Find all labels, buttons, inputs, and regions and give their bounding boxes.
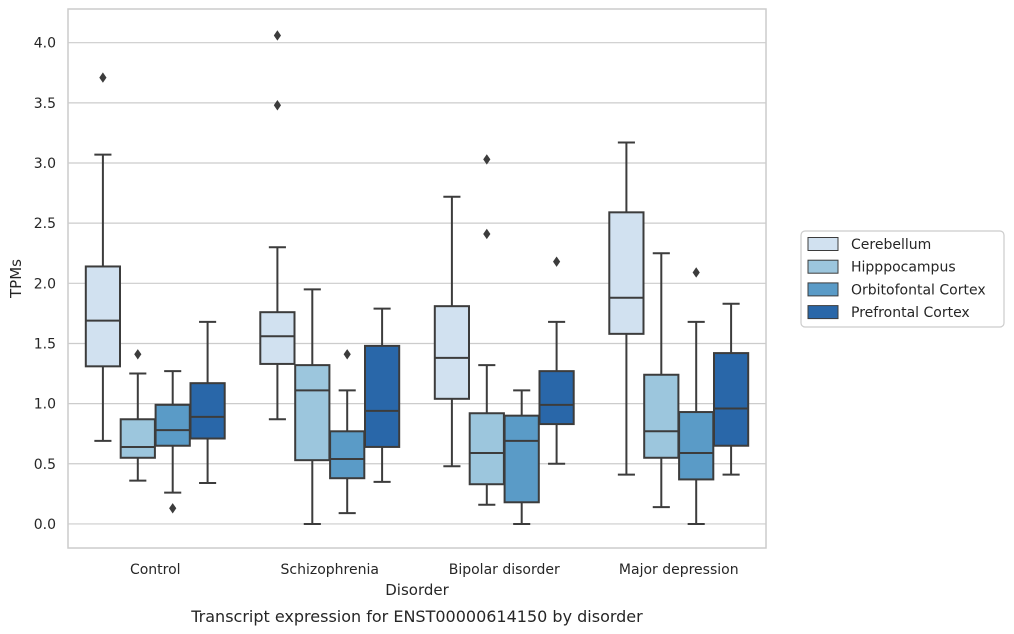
legend-label: Prefrontal Cortex: [851, 305, 970, 321]
iqr-box: [259, 311, 296, 365]
plot-area: [84, 30, 750, 525]
box-cerebellum-3: [608, 141, 645, 476]
iqr-box: [712, 352, 750, 447]
grid-lines: [68, 42, 766, 525]
y-tick-label: 4.0: [34, 36, 56, 52]
box-prefrontal-cortex-2: [538, 256, 575, 465]
outlier-point: [553, 256, 561, 267]
legend-item: Prefrontal Cortex: [807, 305, 970, 321]
iqr-box: [468, 412, 505, 486]
legend-item: Hipppocampus: [807, 259, 956, 276]
x-axis-label: Disorder: [385, 581, 449, 599]
x-axis-ticks: Control Schizophrenia Bipolar disorder Majo…: [130, 562, 739, 578]
x-tick-label: Major depression: [619, 562, 739, 578]
outlier-point: [273, 100, 281, 111]
legend-label: Hipppocampus: [851, 260, 956, 276]
y-tick-label: 1.0: [34, 397, 56, 413]
box-hipppocampus-2: [468, 154, 505, 506]
box-prefrontal-cortex-3: [712, 302, 750, 476]
iqr-box: [84, 265, 122, 368]
box-cerebellum-0: [84, 72, 122, 442]
y-tick-label: 3.0: [34, 156, 56, 172]
outlier-point: [99, 72, 107, 83]
figure-caption: Transcript expression for ENST0000061415…: [190, 607, 643, 626]
iqr-box: [363, 344, 401, 448]
iqr-box: [189, 382, 226, 440]
x-tick-label: Control: [130, 562, 181, 578]
iqr-box: [433, 305, 471, 400]
legend-label: Orbitofontal Cortex: [851, 282, 986, 298]
iqr-box: [119, 418, 156, 459]
box-hipppocampus-3: [643, 252, 680, 509]
legend-frame: [800, 230, 1005, 328]
outlier-point: [483, 228, 491, 240]
box-hipppocampus-1: [294, 288, 331, 525]
iqr-box: [608, 211, 645, 335]
box-cerebellum-1: [259, 30, 296, 421]
legend-swatch: [807, 237, 839, 251]
legend-item: Cerebellum: [807, 237, 931, 253]
y-axis-ticks: 0.0 0.5 1.0 1.5 2.0 2.5 3.0 3.5 4.0: [34, 36, 56, 533]
iqr-box: [294, 364, 331, 462]
legend-label: Cerebellum: [851, 237, 931, 253]
box-orbitofontal-cortex-3: [678, 267, 715, 525]
outlier-point: [169, 503, 177, 514]
y-tick-label: 2.0: [34, 276, 56, 292]
iqr-box: [503, 414, 540, 504]
box-orbitofontal-cortex-2: [503, 389, 540, 525]
legend-item: Orbitofontal Cortex: [807, 282, 986, 298]
legend-swatch: [807, 305, 839, 320]
outlier-point: [343, 349, 351, 360]
y-tick-label: 2.5: [34, 216, 56, 232]
box-prefrontal-cortex-1: [363, 307, 401, 483]
outlier-point: [134, 349, 142, 360]
y-tick-label: 0.0: [34, 517, 56, 533]
iqr-box: [538, 370, 575, 426]
y-tick-label: 0.5: [34, 457, 56, 473]
iqr-box: [678, 411, 715, 481]
outlier-point: [273, 30, 281, 41]
y-axis-label: TPMs: [7, 259, 25, 299]
y-tick-label: 1.5: [34, 336, 56, 352]
iqr-box: [329, 430, 366, 480]
legend-swatch: [807, 282, 839, 297]
iqr-box: [154, 403, 191, 447]
box-cerebellum-2: [433, 195, 471, 468]
legend: Cerebellum Hipppocampus Orbitofontal Corte…: [800, 230, 1005, 328]
box-prefrontal-cortex-0: [189, 320, 226, 485]
outlier-point: [692, 267, 700, 278]
box-orbitofontal-cortex-1: [329, 349, 366, 515]
box-orbitofontal-cortex-0: [154, 370, 191, 514]
x-tick-label: Bipolar disorder: [449, 562, 560, 578]
y-tick-label: 3.5: [34, 96, 56, 112]
plot-frame: [67, 8, 767, 549]
outlier-point: [483, 154, 491, 165]
iqr-box: [643, 373, 680, 459]
x-tick-label: Schizophrenia: [281, 562, 379, 578]
box-hipppocampus-0: [119, 349, 156, 482]
legend-swatch: [807, 259, 839, 274]
